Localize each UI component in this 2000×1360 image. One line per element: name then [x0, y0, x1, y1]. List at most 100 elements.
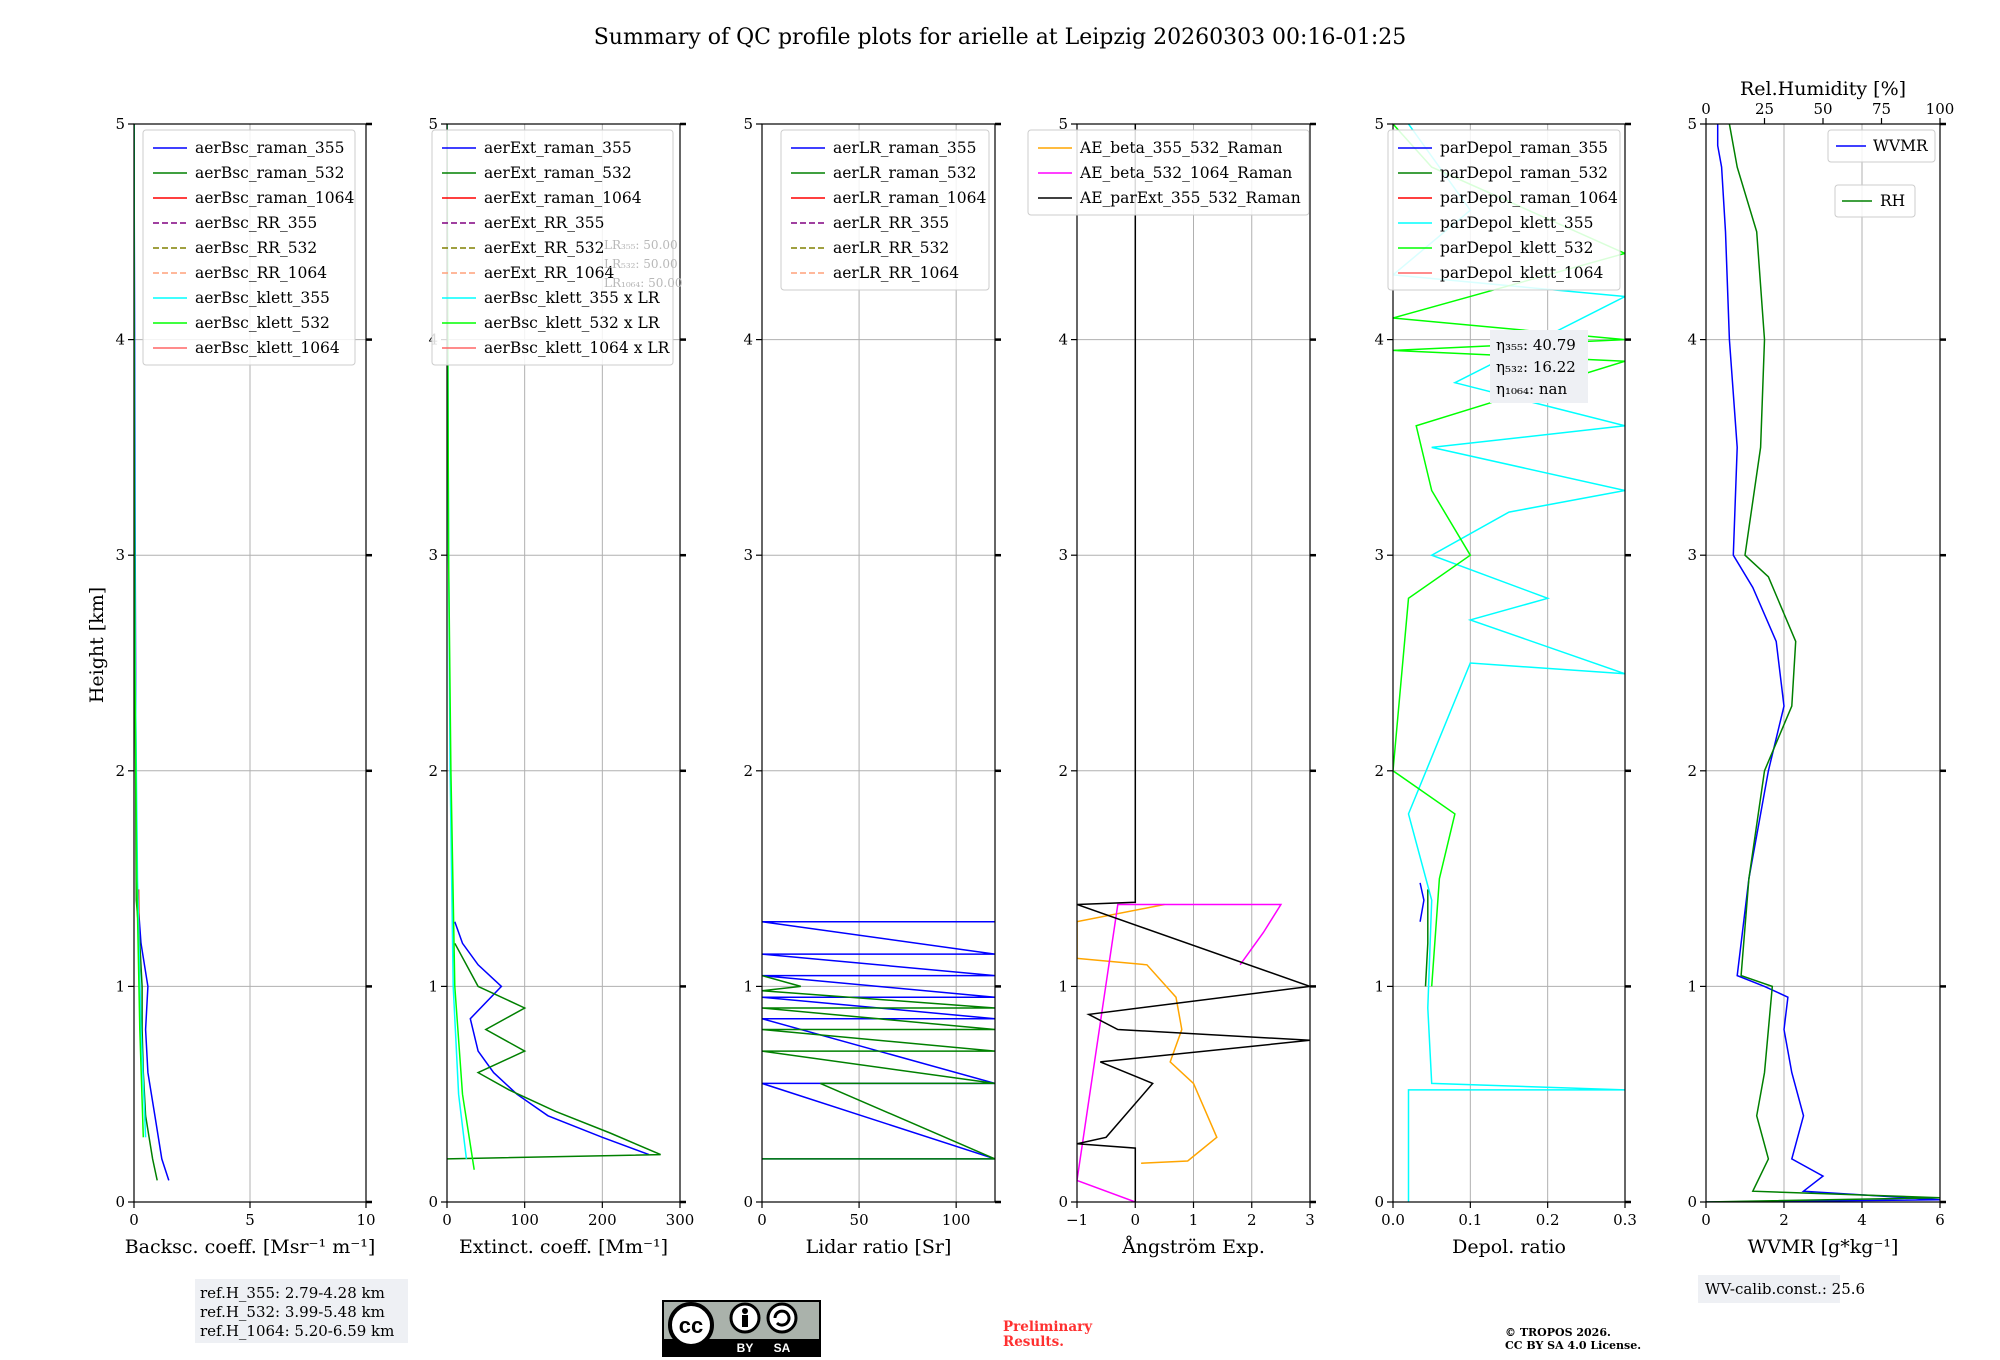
x-tick-label: 10: [356, 1211, 375, 1229]
series-line-aerLR_raman_532: [762, 974, 995, 1160]
y-tick-label: 1: [1058, 977, 1068, 995]
y-tick-label: 2: [1374, 762, 1384, 780]
x-tick-label: 0.1: [1458, 1211, 1482, 1229]
y-tick-label: 0: [1687, 1193, 1697, 1211]
legend-entry: aerBsc_raman_355: [195, 139, 345, 157]
x-axis-label: Ångström Exp.: [1121, 1236, 1265, 1258]
y-tick-label: 4: [743, 331, 753, 349]
y-tick-label: 3: [115, 546, 125, 564]
series-line-parDepol_raman_532: [1424, 889, 1429, 987]
y-tick-label: 5: [743, 115, 753, 133]
y-tick-label: 1: [1374, 977, 1384, 995]
legend-entry: aerBsc_RR_532: [195, 239, 317, 257]
ref-height-1064: ref.H_1064: 5.20-6.59 km: [200, 1322, 394, 1340]
axes-frame: [446, 123, 681, 1203]
legend-entry: aerExt_RR_532: [484, 239, 605, 257]
x-axis-label: Depol. ratio: [1452, 1236, 1566, 1258]
legend-entry: aerBsc_RR_1064: [195, 264, 327, 282]
series-line-aerExt_raman_532: [447, 942, 661, 1160]
y-tick-label: 2: [1058, 762, 1068, 780]
series-line-AE_beta_355_532_Raman: [1077, 903, 1218, 1164]
x-axis-label: Lidar ratio [Sr]: [806, 1236, 952, 1258]
y-tick-label: 1: [1687, 977, 1697, 995]
y-tick-label: 1: [115, 977, 125, 995]
legend-entry: aerLR_raman_532: [833, 164, 976, 182]
y-tick-label: 3: [1058, 546, 1068, 564]
y-tick-label: 3: [428, 546, 438, 564]
x-axis-label: WVMR [g*kg⁻¹]: [1748, 1236, 1899, 1258]
y-tick-label: 0: [1058, 1193, 1068, 1211]
legend-entry: WVMR: [1873, 137, 1929, 155]
x-tick-label: 5: [245, 1211, 255, 1229]
legend-entry: parDepol_raman_1064: [1440, 189, 1618, 207]
by-label: BY: [737, 1341, 754, 1355]
y-tick-label: 3: [1374, 546, 1384, 564]
legend-lr: aerLR_raman_355 aerLR_raman_532 aerLR_rama…: [780, 129, 990, 291]
legend-entry: aerBsc_raman_532: [195, 164, 345, 182]
cc-by-sa-badge: cc BY SA: [662, 1300, 821, 1357]
legend-wv: WVMR RH: [1827, 129, 1936, 218]
copyright-note: © TROPOS 2026. CC BY SA 4.0 License.: [1505, 1326, 1641, 1352]
ref-height-355: ref.H_355: 2.79-4.28 km: [200, 1284, 385, 1302]
legend-entry: aerBsc_klett_1064 x LR: [484, 339, 671, 357]
ref-height-box: ref.H_355: 2.79-4.28 km ref.H_532: 3.99-…: [195, 1279, 408, 1343]
axes-frame: [1392, 123, 1626, 1203]
cc-logo-icon: [668, 1302, 714, 1348]
legend-entry: aerLR_raman_1064: [833, 189, 986, 207]
legend-entry: aerExt_raman_1064: [484, 189, 642, 207]
legend-entry: AE_beta_532_1064_Raman: [1079, 164, 1292, 182]
y-tick-label: 3: [743, 546, 753, 564]
legend-entry: aerBsc_klett_355 x LR: [484, 289, 661, 307]
legend-ae: AE_beta_355_532_Raman AE_beta_532_1064_Ra…: [1027, 129, 1310, 216]
y-tick-label: 4: [1374, 331, 1384, 349]
cc-logo-text: cc: [679, 1313, 703, 1338]
top-tick-label: 100: [1926, 100, 1955, 118]
series-line-aerExt_raman_355: [454, 921, 650, 1156]
legend-entry: aerBsc_RR_355: [195, 214, 317, 232]
preliminary-line-1: Preliminary: [1003, 1319, 1093, 1335]
x-tick-label: 0: [442, 1211, 452, 1229]
figure-title: Summary of QC profile plots for arielle …: [594, 25, 1407, 50]
series-line-parDepol_klett_355: [1393, 124, 1625, 1202]
legend-entry: aerBsc_raman_1064: [195, 189, 355, 207]
legend-entry: aerExt_raman_532: [484, 164, 632, 182]
series-line-parDepol_raman_355: [1419, 882, 1425, 922]
x-tick-label: 100: [942, 1211, 971, 1229]
top-tick-label: 0: [1701, 100, 1711, 118]
sa-label: SA: [774, 1341, 791, 1355]
wv-calib-text: WV-calib.const.: 25.6: [1705, 1280, 1865, 1298]
y-tick-label: 5: [1374, 115, 1384, 133]
legend-entry: aerBsc_klett_532: [195, 314, 330, 332]
legend-entry: RH: [1880, 192, 1905, 210]
series-line-aerBsc_klett_532 x LR: [447, 124, 475, 1170]
x-tick-label: 4: [1857, 1211, 1867, 1229]
top-axis-label: Rel.Humidity [%]: [1740, 78, 1906, 100]
panel-dep: 0.0 0.1 0.2 0.3 0 1 2 3 4 5 Depol. ratio: [1374, 115, 1636, 1258]
eta-value: η₅₃₂: 16.22: [1496, 358, 1576, 376]
x-axis-label: Extinct. coeff. [Mm⁻¹]: [459, 1236, 668, 1258]
series-line-WVMR: [1706, 124, 1940, 1202]
copyright-line-1: © TROPOS 2026.: [1505, 1326, 1611, 1339]
legend-dep: parDepol_raman_355 parDepol_raman_532 parD…: [1387, 129, 1621, 291]
legend-entry: aerExt_RR_355: [484, 214, 605, 232]
x-tick-label: 3: [1305, 1211, 1315, 1229]
x-tick-label: 0.3: [1613, 1211, 1637, 1229]
y-tick-label: 0: [428, 1193, 438, 1211]
legend-entry: aerExt_raman_355: [484, 139, 632, 157]
lr-annotation: LR₅₃₂: 50.00: [604, 257, 678, 271]
legend-entry: AE_beta_355_532_Raman: [1079, 139, 1282, 157]
x-tick-label: 200: [588, 1211, 617, 1229]
legend-bsc: aerBsc_raman_355 aerBsc_raman_532 aerBsc_r…: [142, 129, 356, 366]
legend-entry: aerBsc_klett_1064: [195, 339, 340, 357]
x-tick-label: 0: [1130, 1211, 1140, 1229]
y-tick-label: 0: [1374, 1193, 1384, 1211]
x-tick-label: 6: [1935, 1211, 1945, 1229]
x-tick-label: 50: [850, 1211, 869, 1229]
series-group: [762, 920, 995, 1160]
y-tick-label: 3: [1687, 546, 1697, 564]
legend-entry: aerExt_RR_1064: [484, 264, 615, 282]
y-tick-label: 5: [1687, 115, 1697, 133]
lr-annotation: LR₁₀₆₄: 50.00: [604, 276, 682, 290]
y-tick-label: 4: [115, 331, 125, 349]
eta-box: η₃₅₅: 40.79 η₅₃₂: 16.22 η₁₀₆₄: nan: [1490, 330, 1588, 403]
